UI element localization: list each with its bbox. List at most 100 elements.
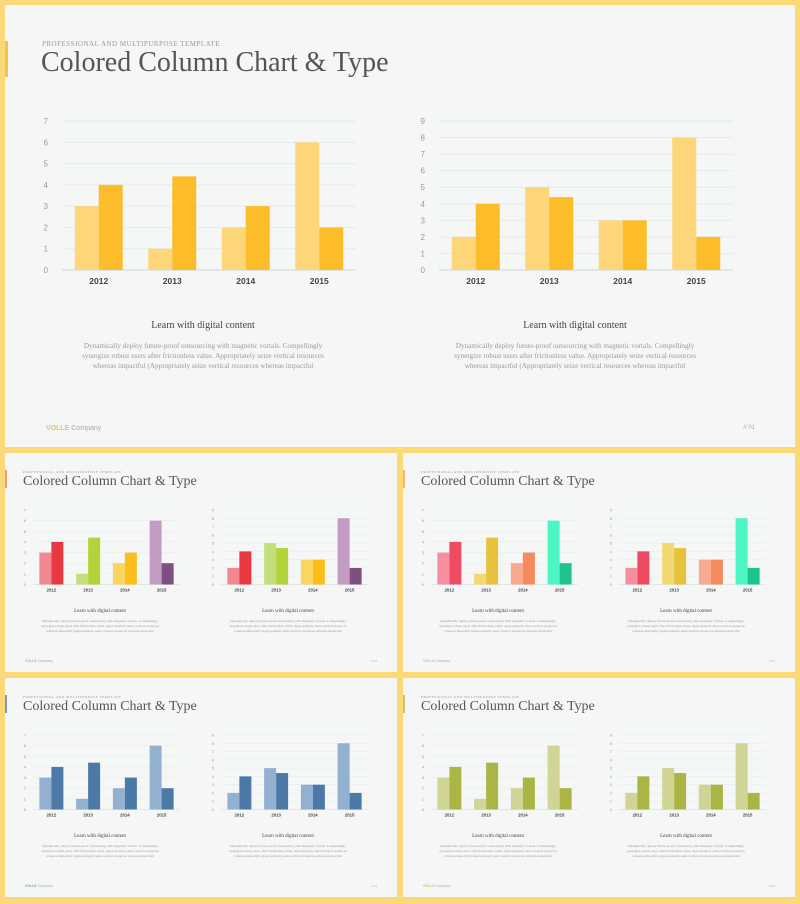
y-tick-label: 0 [212, 807, 215, 812]
footer-brand: VOLLE Company [46, 425, 101, 432]
bar-2012-series-2 [449, 766, 462, 810]
bar-2012-series-2 [239, 776, 252, 810]
y-tick-label: 6 [422, 518, 425, 523]
brand-company: Company [434, 884, 451, 888]
caption-body: Dynamically deploy future-proof outsourc… [439, 619, 557, 633]
x-tick-label: 2014 [706, 813, 716, 818]
x-tick-label: 2012 [89, 276, 108, 286]
y-tick-label: 6 [24, 518, 27, 523]
footer-brand: VOLLE Company [25, 659, 53, 663]
bar-2015-series-2 [696, 236, 721, 270]
title-accent-bar [5, 41, 8, 77]
y-tick-label: 6 [421, 167, 426, 176]
y-tick-label: 7 [422, 733, 425, 738]
y-tick-label: 6 [610, 532, 613, 537]
y-tick-label: 8 [610, 516, 613, 521]
caption-left: Learn with digital content Dynamically d… [73, 320, 333, 371]
caption-title: Learn with digital content [262, 834, 314, 839]
x-tick-label: 2012 [235, 813, 245, 818]
footer-brand: VOLLE Company [423, 659, 451, 663]
y-tick-label: 7 [24, 733, 27, 738]
y-tick-label: 3 [24, 550, 27, 555]
bar-2015-series-1 [295, 142, 320, 270]
column-chart-right: 0 1 2 3 4 5 6 7 8 9 2012 2013 2014 2015 [421, 117, 733, 286]
x-tick-label: 2015 [687, 276, 706, 286]
y-tick-label: 8 [610, 741, 613, 746]
x-tick-label: 2015 [345, 588, 355, 593]
bar-2015-series-1 [337, 743, 350, 810]
x-tick-label: 2012 [445, 813, 455, 818]
y-tick-label: 5 [24, 529, 27, 534]
slide-title: Colored Column Chart & Type [421, 474, 595, 489]
page-number: // 01 [769, 659, 775, 663]
y-tick-label: 6 [610, 757, 613, 762]
caption-body: Dynamically deploy future-proof outsourc… [229, 619, 347, 633]
bar-2013-series-1 [76, 798, 89, 810]
slide-eyebrow: PROFESSIONAL AND MULTIPURPOSE TEMPLATE [421, 695, 520, 699]
x-tick-label: 2015 [743, 588, 753, 593]
y-tick-label: 2 [24, 561, 27, 566]
x-tick-label: 2012 [235, 588, 245, 593]
bar-2015-series-2 [161, 788, 174, 810]
y-tick-label: 3 [610, 782, 613, 787]
y-tick-label: 0 [610, 807, 613, 812]
title-accent-bar [403, 695, 405, 713]
caption-title: Learn with digital content [660, 834, 712, 839]
bar-2012-series-1 [39, 777, 52, 810]
y-tick-label: 4 [24, 539, 27, 544]
y-tick-label: 2 [421, 233, 426, 242]
bar-2013-series-2 [674, 548, 687, 585]
y-tick-label: 4 [421, 200, 426, 209]
caption-title: Learn with digital content [472, 834, 524, 839]
x-tick-label: 2012 [47, 813, 57, 818]
bar-2014-series-2 [622, 220, 647, 270]
column-chart-right: 0 1 2 3 4 5 6 7 8 9 2012 2013 2014 2015 [610, 508, 766, 593]
caption-left: Learn with digital content Dynamically d… [433, 834, 563, 859]
x-tick-label: 2014 [613, 276, 632, 286]
y-tick-label: 0 [212, 582, 215, 587]
brand-company: Company [36, 884, 53, 888]
y-tick-label: 1 [24, 796, 27, 801]
caption-title: Learn with digital content [660, 609, 712, 614]
y-tick-label: 4 [212, 774, 215, 779]
bar-2012-series-2 [475, 203, 500, 270]
column-chart-right: 0 1 2 3 4 5 6 7 8 9 2012 2013 2014 2015 [212, 733, 368, 818]
bar-2015-series-2 [559, 563, 572, 585]
y-tick-label: 4 [610, 774, 613, 779]
column-chart-right: 0 1 2 3 4 5 6 7 8 9 2012 2013 2014 2015 [610, 733, 766, 818]
title-accent-bar [5, 695, 7, 713]
y-tick-label: 7 [610, 524, 613, 529]
bar-2013-series-2 [276, 773, 289, 810]
slide-title: Colored Column Chart & Type [23, 474, 197, 489]
page-number: // 01 [371, 884, 377, 888]
slide-title: Colored Column Chart & Type [41, 47, 389, 78]
bar-2015-series-2 [161, 563, 174, 585]
caption-title: Learn with digital content [472, 609, 524, 614]
y-tick-label: 2 [610, 565, 613, 570]
x-tick-label: 2012 [466, 276, 485, 286]
bar-2015-series-1 [337, 518, 350, 585]
y-tick-label: 2 [422, 786, 425, 791]
slide-eyebrow: PROFESSIONAL AND MULTIPURPOSE TEMPLATE [421, 470, 520, 474]
y-tick-label: 5 [212, 541, 215, 546]
x-tick-label: 2014 [308, 588, 318, 593]
slide-title: Colored Column Chart & Type [421, 699, 595, 714]
y-tick-label: 5 [610, 766, 613, 771]
y-tick-label: 1 [422, 571, 425, 576]
y-tick-label: 1 [421, 249, 426, 258]
y-tick-label: 4 [422, 764, 425, 769]
x-tick-label: 2013 [271, 588, 281, 593]
caption-title: Learn with digital content [262, 609, 314, 614]
caption-body: Dynamically deploy future-proof outsourc… [41, 619, 159, 633]
caption-body: Dynamically deploy future-proof outsourc… [82, 342, 324, 370]
bar-2013-series-2 [674, 773, 687, 810]
bar-2014-series-1 [112, 788, 125, 810]
bar-2013-series-1 [525, 187, 550, 270]
caption-right: Learn with digital content Dynamically d… [445, 320, 705, 371]
bar-2015-series-1 [735, 743, 748, 810]
x-tick-label: 2013 [481, 813, 491, 818]
bar-2014-series-1 [221, 227, 246, 270]
y-tick-label: 3 [212, 782, 215, 787]
bar-2013-series-2 [88, 537, 101, 585]
bar-2012-series-1 [74, 206, 99, 270]
